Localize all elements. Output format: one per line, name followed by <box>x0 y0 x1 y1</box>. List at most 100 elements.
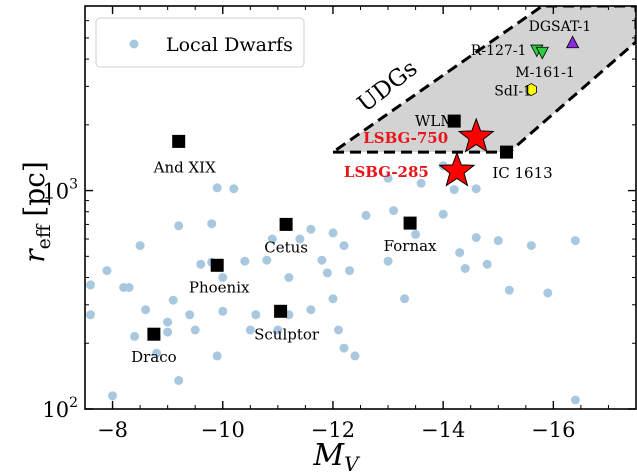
local-dwarf-point <box>86 280 95 290</box>
y-axis-label-sub: eff <box>33 223 55 249</box>
named-dwarf-marker <box>447 114 461 128</box>
local-dwarf-point <box>135 241 145 251</box>
local-dwarf-point <box>383 256 393 266</box>
udg-point-marker <box>565 35 580 49</box>
local-dwarf-point <box>455 248 465 258</box>
local-dwarf-point <box>328 294 338 304</box>
local-dwarf-point <box>212 351 222 361</box>
named-dwarf-label: And XIX <box>153 158 216 176</box>
x-axis-label-sub: V <box>344 452 361 472</box>
local-dwarf-point <box>471 233 481 242</box>
plot-frame <box>84 5 637 410</box>
named-dwarf-marker <box>403 216 417 230</box>
local-dwarf-point <box>339 343 349 353</box>
named-dwarf-label: Draco <box>131 348 177 366</box>
local-dwarf-point <box>383 173 393 183</box>
local-dwarf-point <box>334 325 343 335</box>
local-dwarf-point <box>196 259 206 269</box>
local-dwarf-point <box>284 273 294 282</box>
x-axis-label-main: M <box>312 438 345 472</box>
y-tick-label-exponent: 3 <box>69 177 78 193</box>
local-dwarf-point <box>174 376 184 385</box>
x-axis-label: MV <box>312 438 361 472</box>
local-dwarf-point <box>460 264 470 273</box>
local-dwarf-point <box>174 221 184 231</box>
udg-point-marker <box>525 83 537 97</box>
y-axis-label-main: r <box>18 248 51 263</box>
local-dwarf-point <box>328 228 338 238</box>
lsbg-star-marker <box>438 151 476 187</box>
local-dwarf-point <box>141 305 151 315</box>
named-dwarf-label: Cetus <box>264 238 308 256</box>
local-dwarf-point <box>190 325 200 335</box>
named-dwarf-label: Sculptor <box>254 325 320 343</box>
local-dwarf-point <box>416 178 426 188</box>
local-dwarf-point <box>493 236 503 246</box>
local-dwarf-point <box>163 317 173 327</box>
svg-text:reff[pc]: reff [pc] <box>18 161 55 263</box>
local-dwarf-point <box>570 395 580 405</box>
local-dwarf-point <box>438 209 448 219</box>
local-dwarf-point <box>152 348 162 358</box>
udg-point-label: SdI-1 <box>494 84 532 100</box>
local-dwarf-point <box>168 295 178 305</box>
y-tick-label-base: 10 <box>42 180 69 204</box>
local-dwarf-point <box>245 325 255 335</box>
local-dwarf-point <box>361 210 371 220</box>
local-dwarf-point <box>218 273 228 282</box>
udg-point-marker <box>535 46 549 60</box>
y-tick-label-base: 10 <box>42 398 69 422</box>
named-dwarf-label: WLM <box>415 112 456 130</box>
local-dwarf-point <box>345 266 354 276</box>
local-dwarf-point <box>322 268 332 278</box>
named-dwarf-marker <box>172 134 186 148</box>
udg-point-label: M-161-1 <box>515 65 574 81</box>
local-dwarf-point <box>389 206 399 216</box>
y-tick-label: 103 <box>42 177 78 204</box>
named-dwarf-label: IC 1613 <box>492 164 552 182</box>
local-dwarf-point <box>306 305 316 315</box>
named-dwarf-label: Fornax <box>384 237 437 255</box>
local-dwarf-point <box>306 224 316 234</box>
local-dwarf-point <box>267 234 277 244</box>
named-dwarf-marker <box>500 145 513 159</box>
local-dwarf-point <box>526 241 536 251</box>
local-dwarf-point <box>543 288 553 298</box>
x-tick-label: −8 <box>97 418 128 442</box>
local-dwarf-point <box>102 266 112 276</box>
local-dwarf-point <box>163 327 173 337</box>
x-tick-label: −16 <box>531 418 575 442</box>
local-dwarf-point <box>339 241 349 251</box>
legend-marker <box>129 39 139 49</box>
local-dwarf-point <box>108 391 117 401</box>
local-dwarf-point <box>273 325 283 335</box>
local-dwarf-point <box>212 183 222 193</box>
udg-region <box>328 6 636 154</box>
local-dwarf-point <box>295 234 305 244</box>
udg-point-label: DGSAT-1 <box>529 19 592 35</box>
y-tick-label-exponent: 2 <box>69 395 78 411</box>
local-dwarf-point <box>185 310 195 320</box>
local-dwarf-point <box>262 255 272 265</box>
local-dwarf-point <box>411 229 421 239</box>
local-dwarf-point <box>482 259 492 269</box>
local-dwarf-point <box>218 306 228 316</box>
named-dwarf-marker <box>210 258 224 272</box>
local-dwarf-point <box>504 285 514 295</box>
x-tick-label: −12 <box>311 418 355 442</box>
udg-point-label: R-127-1 <box>471 43 527 59</box>
local-dwarf-point <box>471 184 481 194</box>
legend-box <box>95 17 305 68</box>
svg-text:MV: MV <box>312 438 361 472</box>
local-dwarf-point <box>449 185 459 195</box>
legend-label: Local Dwarfs <box>166 34 293 56</box>
local-dwarf-point <box>86 310 95 320</box>
x-tick-label: −10 <box>201 418 245 442</box>
local-dwarf-point <box>350 351 360 361</box>
local-dwarf-point <box>570 236 580 246</box>
local-dwarf-point <box>251 310 261 320</box>
local-dwarf-point <box>130 331 140 341</box>
